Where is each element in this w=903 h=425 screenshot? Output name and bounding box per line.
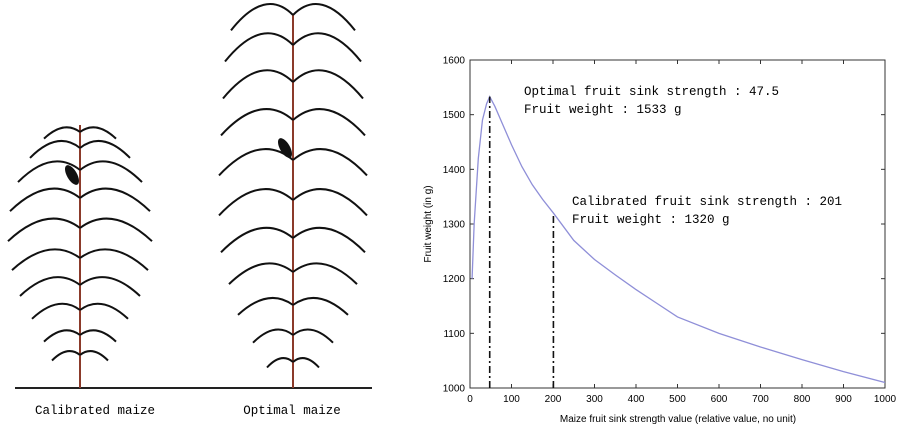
y-tick-label: 1000 [443,384,466,395]
x-tick-label: 600 [711,394,728,405]
page: Calibrated maize Optimal maize Maize fru… [0,0,903,425]
y-tick-label: 1500 [443,110,466,121]
x-tick-label: 500 [669,394,686,405]
x-tick-label: 100 [503,394,520,405]
x-tick-label: 0 [467,394,473,405]
y-tick-label: 1300 [443,220,466,231]
x-tick-label: 300 [586,394,603,405]
x-axis-label: Maize fruit sink strength value (relativ… [560,414,796,425]
x-tick-label: 900 [835,394,852,405]
y-tick-label: 1400 [443,165,466,176]
annotation: Calibrated fruit sink strength : 201 [572,195,842,209]
y-tick-label: 1600 [443,56,466,67]
annotation: Optimal fruit sink strength : 47.5 [524,85,779,99]
figure: Calibrated maize Optimal maize Maize fru… [0,0,903,425]
x-tick-label: 700 [752,394,769,405]
annotation: Fruit weight : 1533 g [524,103,682,117]
y-tick-label: 1100 [443,329,465,340]
x-tick-label: 800 [794,394,811,405]
x-tick-label: 400 [628,394,645,405]
y-tick-label: 1200 [443,274,466,285]
plant-label: Calibrated maize [35,404,155,418]
x-tick-label: 200 [545,394,562,405]
plant-label: Optimal maize [243,404,341,418]
x-tick-label: 1000 [874,394,897,405]
y-axis-label: Fruit weight (in g) [423,185,434,262]
annotation: Fruit weight : 1320 g [572,213,730,227]
